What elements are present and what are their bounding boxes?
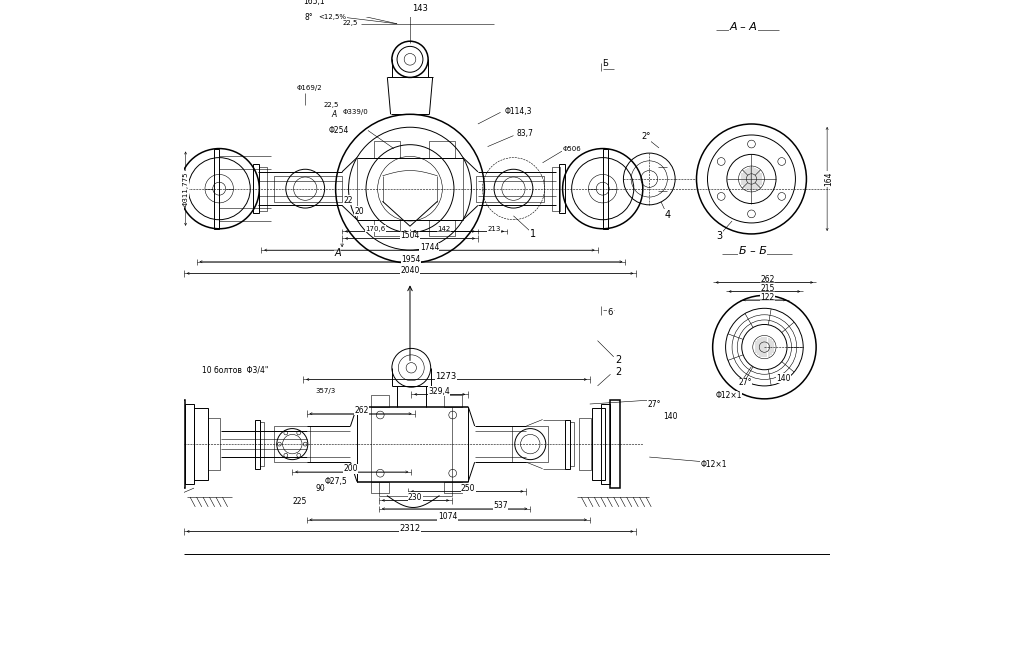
- Bar: [260, 167, 267, 210]
- Text: Б: Б: [602, 59, 608, 68]
- Text: A: A: [331, 110, 337, 119]
- Bar: [601, 404, 610, 484]
- Bar: [559, 164, 565, 213]
- Text: 250: 250: [461, 483, 476, 493]
- Text: 329,4: 329,4: [428, 386, 450, 396]
- Text: 1504: 1504: [401, 231, 420, 240]
- Text: Φ254: Φ254: [329, 126, 349, 135]
- Bar: [443, 481, 461, 493]
- Bar: [371, 481, 389, 493]
- Bar: [512, 426, 548, 462]
- Text: 22,5: 22,5: [343, 20, 358, 26]
- Bar: [374, 141, 401, 157]
- Bar: [553, 167, 560, 210]
- Text: 164: 164: [824, 172, 832, 186]
- Text: Φ506: Φ506: [563, 145, 581, 151]
- Bar: [214, 149, 219, 229]
- Bar: [255, 420, 260, 469]
- Text: 27°: 27°: [738, 378, 751, 387]
- Bar: [579, 418, 591, 470]
- Bar: [274, 426, 309, 462]
- Text: Φ114,3: Φ114,3: [504, 106, 531, 116]
- Text: А – А: А – А: [730, 22, 757, 32]
- Text: 170,6: 170,6: [366, 226, 386, 232]
- Bar: [571, 422, 574, 466]
- Bar: [260, 422, 264, 466]
- Text: 143: 143: [412, 5, 428, 13]
- Text: 4: 4: [664, 210, 670, 220]
- Text: Φ339/0: Φ339/0: [342, 110, 368, 116]
- Bar: [371, 395, 389, 406]
- Bar: [565, 420, 571, 469]
- Text: 165,1: 165,1: [303, 0, 325, 5]
- Text: 230: 230: [408, 493, 423, 501]
- Text: 225: 225: [293, 497, 307, 505]
- Text: 83,7: 83,7: [516, 129, 533, 138]
- Text: 140: 140: [663, 412, 677, 422]
- Text: 122: 122: [760, 293, 775, 302]
- Text: Φ27,5: Φ27,5: [324, 477, 347, 486]
- Bar: [602, 149, 607, 229]
- Text: 22,5: 22,5: [323, 102, 339, 108]
- Text: 6: 6: [607, 308, 613, 317]
- Text: 1954: 1954: [402, 255, 421, 264]
- Text: Φ311,775: Φ311,775: [183, 171, 189, 206]
- Bar: [610, 400, 620, 488]
- Bar: [592, 408, 605, 480]
- Text: 1273: 1273: [436, 372, 457, 380]
- Text: 537: 537: [493, 501, 508, 510]
- Text: Φ169/2: Φ169/2: [297, 86, 322, 92]
- Text: 262: 262: [760, 275, 775, 284]
- Text: 2040: 2040: [401, 266, 420, 276]
- Text: 1: 1: [529, 229, 536, 239]
- Text: Б – Б: Б – Б: [739, 246, 767, 256]
- Bar: [274, 176, 342, 202]
- Text: 140: 140: [777, 374, 791, 382]
- Bar: [429, 220, 455, 236]
- Text: 20: 20: [355, 207, 364, 216]
- Text: 2: 2: [615, 355, 622, 365]
- Text: <12,5%: <12,5%: [318, 15, 347, 21]
- Bar: [429, 141, 455, 157]
- Text: 200: 200: [344, 464, 358, 473]
- Text: 262: 262: [354, 406, 369, 415]
- Text: 215: 215: [760, 284, 775, 293]
- Text: 1074: 1074: [438, 512, 457, 521]
- Bar: [252, 164, 260, 213]
- Bar: [476, 176, 544, 202]
- Text: 3: 3: [716, 231, 722, 241]
- Text: 142: 142: [437, 226, 450, 232]
- Bar: [185, 404, 194, 484]
- Text: 2°: 2°: [642, 132, 651, 141]
- Bar: [443, 395, 461, 406]
- Text: A: A: [335, 248, 341, 258]
- Text: 90: 90: [316, 483, 325, 493]
- Text: 27°: 27°: [648, 400, 661, 408]
- Text: 22: 22: [344, 196, 353, 205]
- Text: 2312: 2312: [400, 524, 421, 533]
- Text: 8°: 8°: [305, 13, 313, 22]
- Bar: [374, 220, 401, 236]
- Text: 357/3: 357/3: [315, 388, 336, 394]
- Bar: [194, 408, 208, 480]
- Text: 1744: 1744: [420, 243, 439, 252]
- Text: Φ12×1: Φ12×1: [716, 391, 742, 400]
- Text: Φ12×1: Φ12×1: [701, 460, 727, 469]
- Text: 10 болтов  Φ3/4": 10 болтов Φ3/4": [202, 365, 268, 374]
- Bar: [208, 418, 220, 470]
- Text: 213: 213: [488, 226, 501, 232]
- Bar: [175, 400, 185, 488]
- Text: 2: 2: [615, 367, 622, 376]
